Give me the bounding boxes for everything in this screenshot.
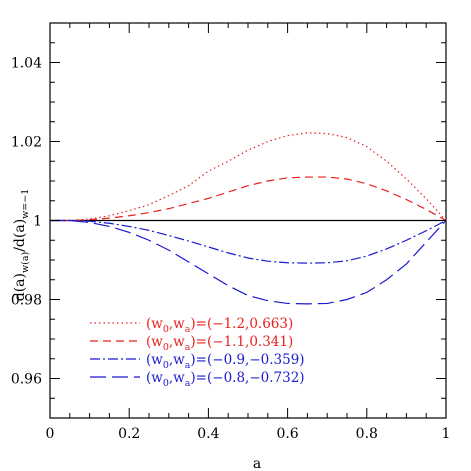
legend-label-4: (w0,wa)=(−0.8,−0.732)	[146, 370, 305, 389]
series-line-2	[50, 176, 447, 222]
x-tick-label: 0.2	[118, 426, 140, 442]
x-tick-label: 0	[46, 426, 55, 442]
y-tick-label: 1.04	[11, 56, 42, 72]
series-line-1	[50, 132, 447, 222]
legend-label-1: (w0,wa)=(−1.2,0.663)	[146, 316, 293, 335]
y-tick-label: 1	[33, 214, 42, 230]
axis-ticks: 0 0.2 0.4 0.6 0.8 1 0.96 0.98 1 1.02 1.04	[11, 22, 451, 442]
x-tick-label: 0.4	[197, 426, 219, 442]
series-line-3	[50, 219, 447, 264]
y-label-sub2: w=−1	[20, 189, 31, 219]
series-line-4	[50, 219, 447, 305]
x-tick-label: 0.6	[276, 426, 298, 442]
legend: (w0,wa)=(−1.2,0.663)(w0,wa)=(−1.1,0.341)…	[90, 316, 305, 389]
x-tick-label: 1	[442, 426, 451, 442]
y-tick-label: 1.02	[11, 135, 42, 151]
x-tick-label: 0.8	[356, 426, 378, 442]
y-tick-label: 0.96	[11, 372, 42, 388]
legend-label-3: (w0,wa)=(−0.9,−0.359)	[146, 352, 305, 371]
legend-label-2: (w0,wa)=(−1.1,0.341)	[146, 334, 293, 353]
y-tick-label: 0.98	[11, 293, 42, 309]
series-group	[50, 132, 447, 305]
y-label-main: d(a)	[12, 273, 28, 301]
x-axis-label: a	[253, 456, 261, 471]
y-label-mid: /d(a)	[12, 219, 28, 252]
y-axis-label: d(a)w(a)/d(a)w=−1	[12, 189, 31, 302]
y-label-sub1: w(a)	[20, 252, 31, 273]
